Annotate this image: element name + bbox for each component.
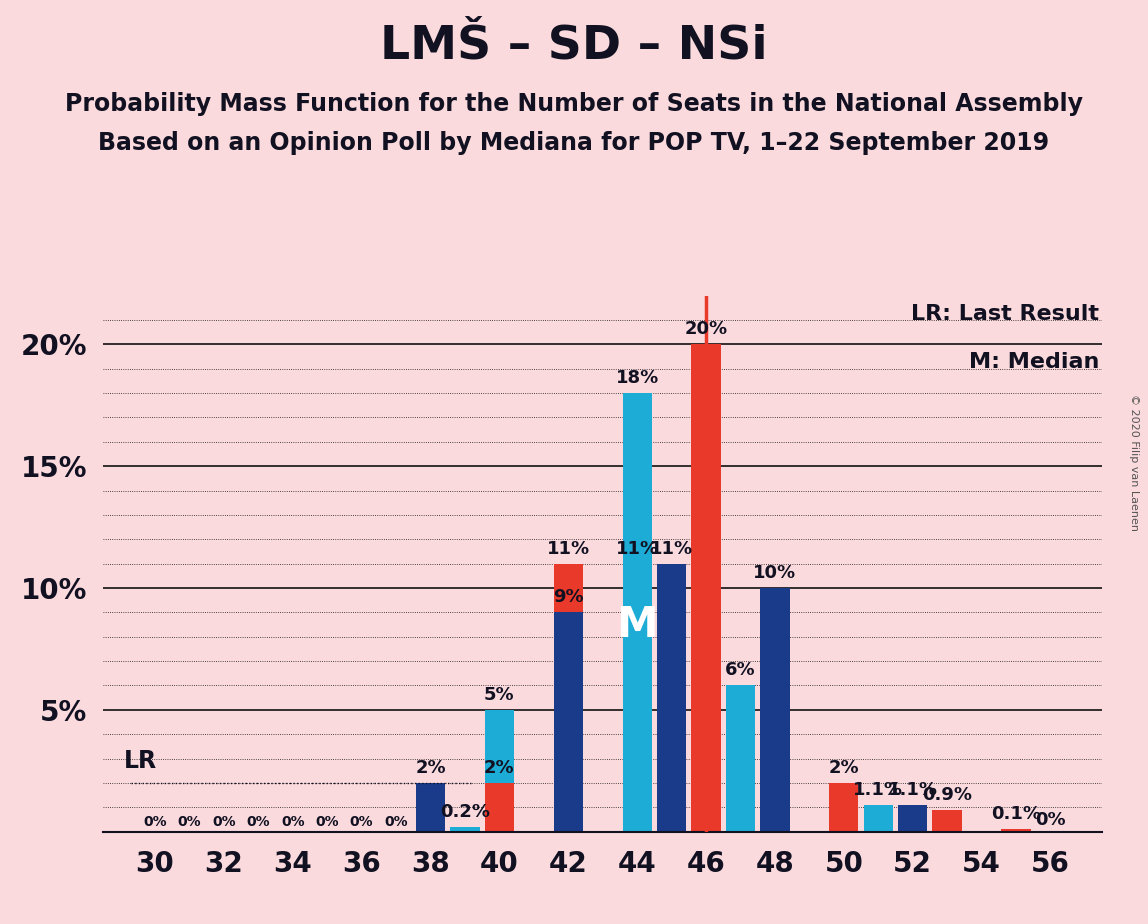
Bar xyxy=(416,783,445,832)
Text: 11%: 11% xyxy=(650,540,693,557)
Text: 2%: 2% xyxy=(829,759,859,777)
Bar xyxy=(484,710,514,832)
Bar xyxy=(553,564,583,832)
Text: 0%: 0% xyxy=(281,815,304,829)
Text: 0%: 0% xyxy=(212,815,235,829)
Text: Based on an Opinion Poll by Mediana for POP TV, 1–22 September 2019: Based on an Opinion Poll by Mediana for … xyxy=(99,131,1049,155)
Bar xyxy=(622,393,652,832)
Text: 0%: 0% xyxy=(1035,810,1065,829)
Text: 0%: 0% xyxy=(178,815,201,829)
Bar xyxy=(657,564,687,832)
Text: 10%: 10% xyxy=(753,564,797,582)
Text: 9%: 9% xyxy=(553,589,583,606)
Text: 0.9%: 0.9% xyxy=(922,785,972,804)
Text: 11%: 11% xyxy=(546,540,590,557)
Text: 1.1%: 1.1% xyxy=(887,781,938,798)
Bar xyxy=(829,783,859,832)
Bar xyxy=(726,686,755,832)
Text: M: Median: M: Median xyxy=(969,352,1099,372)
Bar xyxy=(691,345,721,832)
Text: 20%: 20% xyxy=(684,321,728,338)
Text: 5%: 5% xyxy=(484,686,514,704)
Bar xyxy=(484,783,514,832)
Text: 2%: 2% xyxy=(416,759,445,777)
Text: 0%: 0% xyxy=(316,815,339,829)
Text: 0%: 0% xyxy=(247,815,270,829)
Text: LR: LR xyxy=(124,749,157,773)
Bar xyxy=(760,588,790,832)
Text: 0.2%: 0.2% xyxy=(440,803,490,821)
Text: © 2020 Filip van Laenen: © 2020 Filip van Laenen xyxy=(1130,394,1139,530)
Bar xyxy=(863,805,893,832)
Bar xyxy=(932,809,962,832)
Text: LMŠ – SD – NSi: LMŠ – SD – NSi xyxy=(380,23,768,68)
Text: 6%: 6% xyxy=(726,662,755,679)
Text: 0%: 0% xyxy=(350,815,373,829)
Bar xyxy=(898,805,928,832)
Text: 0%: 0% xyxy=(144,815,166,829)
Text: 2%: 2% xyxy=(484,759,514,777)
Text: M: M xyxy=(616,603,658,646)
Text: 11%: 11% xyxy=(615,540,659,557)
Text: 0.1%: 0.1% xyxy=(991,805,1041,823)
Text: 0%: 0% xyxy=(385,815,408,829)
Text: LR: Last Result: LR: Last Result xyxy=(912,304,1099,323)
Text: Probability Mass Function for the Number of Seats in the National Assembly: Probability Mass Function for the Number… xyxy=(65,92,1083,116)
Text: 18%: 18% xyxy=(615,369,659,387)
Text: 1.1%: 1.1% xyxy=(853,781,903,798)
Bar xyxy=(553,613,583,832)
Bar xyxy=(1001,829,1031,832)
Bar xyxy=(450,827,480,832)
